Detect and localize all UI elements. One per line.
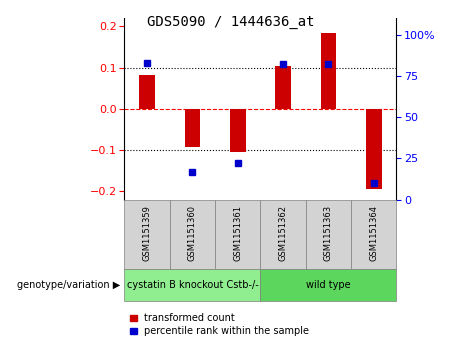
Text: GDS5090 / 1444636_at: GDS5090 / 1444636_at	[147, 15, 314, 29]
Bar	[139, 75, 155, 109]
Bar	[366, 109, 382, 189]
Text: cystatin B knockout Cstb-/-: cystatin B knockout Cstb-/-	[127, 280, 258, 290]
Text: genotype/variation ▶: genotype/variation ▶	[17, 280, 120, 290]
Bar	[230, 109, 246, 152]
Text: GSM1151362: GSM1151362	[278, 205, 288, 261]
FancyBboxPatch shape	[260, 269, 396, 301]
Text: wild type: wild type	[306, 280, 351, 290]
Bar	[275, 66, 291, 109]
Text: GSM1151361: GSM1151361	[233, 205, 242, 261]
FancyBboxPatch shape	[306, 200, 351, 269]
Text: GSM1151360: GSM1151360	[188, 205, 197, 261]
Text: GSM1151363: GSM1151363	[324, 205, 333, 261]
FancyBboxPatch shape	[215, 200, 260, 269]
FancyBboxPatch shape	[124, 269, 260, 301]
Text: GSM1151364: GSM1151364	[369, 205, 378, 261]
FancyBboxPatch shape	[260, 200, 306, 269]
Text: GSM1151359: GSM1151359	[142, 205, 152, 261]
Bar	[320, 33, 337, 109]
Bar	[184, 109, 201, 147]
FancyBboxPatch shape	[124, 200, 170, 269]
FancyBboxPatch shape	[170, 200, 215, 269]
FancyBboxPatch shape	[351, 200, 396, 269]
Legend: transformed count, percentile rank within the sample: transformed count, percentile rank withi…	[130, 313, 309, 337]
